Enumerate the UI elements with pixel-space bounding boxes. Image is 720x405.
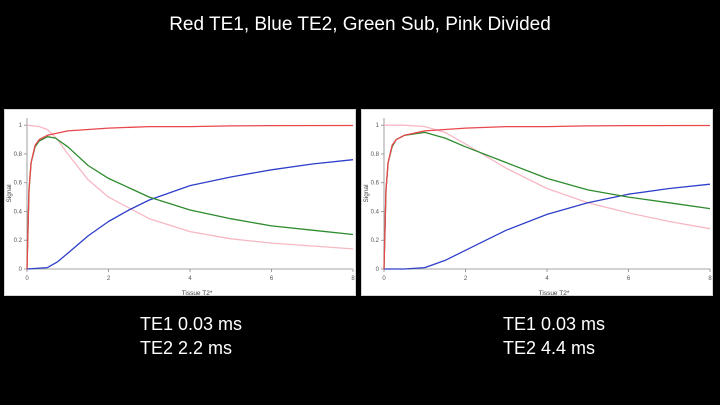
y-tick-label: 0.2 [14, 238, 23, 244]
caption-right-line2: TE2 4.4 ms [503, 338, 596, 358]
y-tick-label: 0.4 [14, 209, 23, 215]
y-tick-label: 1 [19, 123, 23, 129]
series-line-red [26, 124, 354, 270]
slide-title: Red TE1, Blue TE2, Green Sub, Pink Divid… [169, 14, 551, 35]
series-line-blue [26, 159, 354, 270]
y-axis-label: Signal [6, 184, 13, 203]
y-tick-label: 0 [376, 267, 380, 273]
y-tick-label: 0.4 [371, 209, 380, 215]
y-tick-label: 0.2 [371, 238, 380, 244]
caption-left-line1: TE1 0.03 ms [140, 314, 243, 334]
caption-left: TE1 0.03 ms TE2 2.2 ms [140, 312, 242, 360]
x-tick-label: 8 [708, 276, 712, 282]
y-tick-label: 1 [376, 123, 380, 129]
x-axis-label: Tissue T2* [539, 290, 570, 297]
x-tick-label: 6 [270, 276, 274, 282]
series-line-pink [26, 124, 354, 250]
caption-right: TE1 0.03 ms TE2 4.4 ms [503, 312, 605, 360]
x-tick-label: 8 [351, 276, 355, 282]
y-tick-label: 0.6 [14, 181, 23, 187]
chart-panel-left: 0 0.2 0.4 0.6 0.8 1 0 2 4 6 8 Tissue T2* Signal [4, 109, 356, 297]
chart-right: 0 0.2 0.4 0.6 0.8 1 0 2 4 6 8 Tissue T2* Signal [363, 118, 712, 297]
x-tick-label: 2 [107, 276, 111, 282]
chart-left: 0 0.2 0.4 0.6 0.8 1 0 2 4 6 8 Tissue T2* Signal [6, 118, 355, 297]
series-line-blue [384, 183, 711, 270]
y-tick-label: 0 [19, 267, 23, 273]
series-line-green [383, 131, 711, 270]
series-line-red [383, 124, 711, 270]
caption-left-line2: TE2 2.2 ms [140, 338, 233, 358]
x-tick-label: 4 [188, 276, 192, 282]
y-tick-label: 0.8 [14, 152, 23, 158]
series-line-green [26, 136, 354, 270]
y-tick-label: 0.8 [371, 152, 380, 158]
x-tick-label: 0 [25, 276, 29, 282]
y-axis-label: Signal [363, 184, 370, 203]
x-tick-label: 2 [464, 276, 468, 282]
y-tick-label: 0.6 [371, 181, 380, 187]
series-line-pink [384, 124, 711, 230]
x-tick-label: 4 [545, 276, 549, 282]
x-tick-label: 6 [627, 276, 631, 282]
x-axis-label: Tissue T2* [182, 290, 213, 297]
caption-right-line1: TE1 0.03 ms [503, 314, 606, 334]
x-tick-label: 0 [382, 276, 386, 282]
chart-panel-right: 0 0.2 0.4 0.6 0.8 1 0 2 4 6 8 Tissue T2* Signal [361, 109, 713, 297]
